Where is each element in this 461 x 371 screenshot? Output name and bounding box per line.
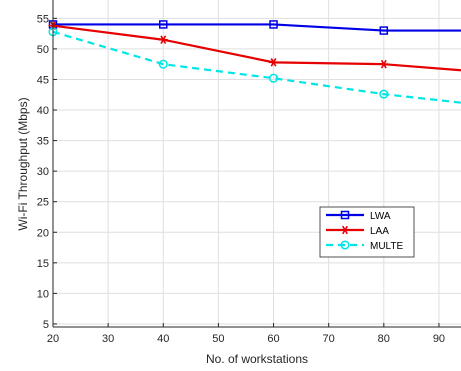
legend-marker-lwa <box>340 210 350 220</box>
data-point-multe <box>379 89 389 99</box>
series-laa <box>48 21 461 72</box>
y-tick-label: 10 <box>37 288 49 300</box>
data-point-multe <box>158 59 168 69</box>
y-tick-label: 15 <box>37 258 49 270</box>
data-point-lwa <box>159 20 168 29</box>
y-tick-label: 5 <box>43 319 49 331</box>
x-tick-label: 30 <box>102 333 114 345</box>
x-tick-label: 20 <box>47 333 59 345</box>
x-tick-label: 90 <box>433 333 445 345</box>
series-line-multe <box>52 30 461 104</box>
x-tick-label: 50 <box>212 333 224 345</box>
x-axis-label: No. of workstations <box>206 352 308 366</box>
legend-label-multe: MULTE <box>370 241 403 252</box>
data-point-multe <box>268 73 279 83</box>
y-tick-label: 30 <box>37 166 49 178</box>
legend-item-lwa: LWA <box>326 210 391 222</box>
x-tick-label: 70 <box>323 333 335 345</box>
legend-item-laa: LAA <box>326 225 389 237</box>
y-tick-label: 55 <box>37 13 49 25</box>
x-tick-label: 60 <box>267 333 279 345</box>
y-tick-label: 45 <box>37 74 49 86</box>
x-ticks: 20 30 40 50 60 70 80 90 <box>47 323 445 345</box>
legend-marker-laa <box>340 225 350 235</box>
y-ticks: 5 10 15 20 25 30 35 40 45 50 55 <box>37 13 57 331</box>
data-point-laa <box>379 59 389 69</box>
series-layer <box>48 20 461 104</box>
plot-area <box>53 0 461 327</box>
data-point-laa <box>158 35 168 45</box>
data-point-lwa <box>379 26 389 35</box>
series-multe <box>48 27 461 104</box>
grid <box>52 0 461 327</box>
data-point-laa <box>269 58 279 67</box>
y-axis-label: Wi-Fi Throughput (Mbps) <box>16 97 30 230</box>
legend-item-multe: MULTE <box>326 240 403 252</box>
y-tick-label: 40 <box>37 105 49 117</box>
legend-label-laa: LAA <box>370 226 389 237</box>
legend-marker-multe <box>340 240 350 250</box>
x-tick-label: 80 <box>378 333 390 345</box>
y-tick-label: 20 <box>37 227 49 239</box>
y-tick-label: 35 <box>37 136 49 148</box>
x-tick-label: 40 <box>157 333 169 345</box>
data-point-lwa <box>269 20 278 29</box>
series-line-lwa <box>53 23 461 32</box>
legend: LWA LAA MULTE <box>319 206 415 258</box>
y-tick-label: 25 <box>37 197 49 209</box>
axes <box>52 0 461 328</box>
legend-label-lwa: LWA <box>370 211 391 222</box>
y-tick-label: 50 <box>37 44 49 56</box>
